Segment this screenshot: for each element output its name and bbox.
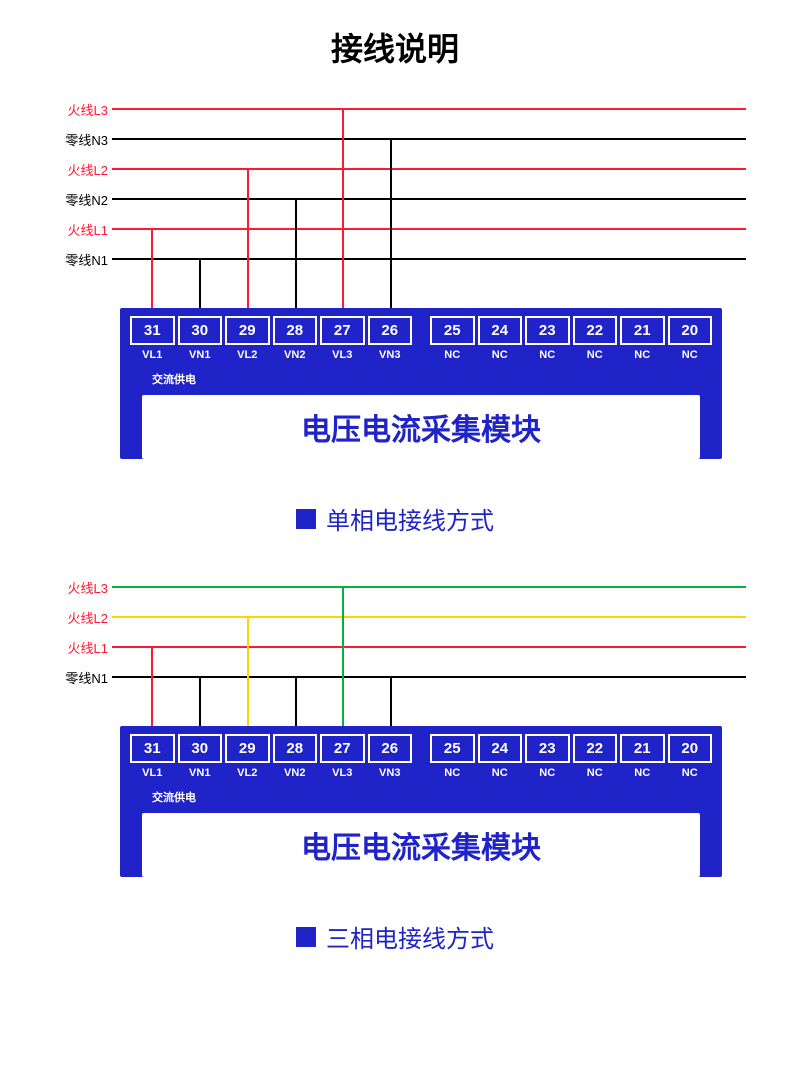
v-wire-5 xyxy=(390,138,392,316)
caption-square-icon xyxy=(296,509,316,529)
wire-label-5: 零线N1 xyxy=(0,250,108,269)
ac-power-label: 交流供电 xyxy=(120,367,722,395)
terminal-25: 25 xyxy=(430,734,475,763)
v-wire-2 xyxy=(247,616,249,734)
h-wire-0 xyxy=(112,108,746,110)
terminal-24: 24 xyxy=(478,734,523,763)
terminal-30: 30 xyxy=(178,734,223,763)
terminal-23: 23 xyxy=(525,316,570,345)
terminal-label-NC-10: NC xyxy=(620,349,665,361)
v-wire-0 xyxy=(151,646,153,734)
terminal-label-NC-9: NC xyxy=(573,767,618,779)
terminal-row-1: 313029282726 252423222120 xyxy=(120,308,722,349)
terminal-labels-1: VL1VN1VL2VN2VL3VN3NCNCNCNCNCNC xyxy=(120,349,722,367)
terminal-31: 31 xyxy=(130,734,175,763)
terminal-29: 29 xyxy=(225,316,270,345)
terminal-label-NC-10: NC xyxy=(620,767,665,779)
ac-power-label: 交流供电 xyxy=(120,785,722,813)
terminal-22: 22 xyxy=(573,316,618,345)
caption-text-2: 三相电接线方式 xyxy=(326,919,494,954)
h-wire-2 xyxy=(112,168,746,170)
terminal-label-NC-8: NC xyxy=(525,767,570,779)
h-wire-0 xyxy=(112,586,746,588)
terminal-label-VN3-5: VN3 xyxy=(368,767,413,779)
terminal-label-VL1-0: VL1 xyxy=(130,349,175,361)
page-title: 接线说明 xyxy=(0,0,790,98)
wire-area-2: 火线L3 火线L2 火线L1 零线N1 xyxy=(0,576,790,726)
terminal-row-2: 313029282726 252423222120 xyxy=(120,726,722,767)
caption-1: 单相电接线方式 xyxy=(0,477,790,576)
terminal-label-VL2-2: VL2 xyxy=(225,349,270,361)
terminal-label-VN3-5: VN3 xyxy=(368,349,413,361)
module-name-2: 电压电流采集模块 xyxy=(142,813,700,877)
terminal-28: 28 xyxy=(273,734,318,763)
terminal-22: 22 xyxy=(573,734,618,763)
terminal-label-NC-7: NC xyxy=(478,349,523,361)
wire-label-3: 零线N2 xyxy=(0,190,108,209)
v-wire-4 xyxy=(342,586,344,734)
terminal-26: 26 xyxy=(368,316,413,345)
terminal-label-NC-6: NC xyxy=(430,349,475,361)
terminal-26: 26 xyxy=(368,734,413,763)
terminal-31: 31 xyxy=(130,316,175,345)
terminal-25: 25 xyxy=(430,316,475,345)
terminal-label-VN2-3: VN2 xyxy=(273,349,318,361)
h-wire-3 xyxy=(112,198,746,200)
terminal-29: 29 xyxy=(225,734,270,763)
terminal-20: 20 xyxy=(668,734,713,763)
terminal-label-NC-8: NC xyxy=(525,349,570,361)
caption-text-1: 单相电接线方式 xyxy=(326,501,494,536)
h-wire-1 xyxy=(112,616,746,618)
terminal-label-VN2-3: VN2 xyxy=(273,767,318,779)
terminal-28: 28 xyxy=(273,316,318,345)
module-2: 313029282726 252423222120 VL1VN1VL2VN2VL3… xyxy=(120,726,722,877)
module-name-1: 电压电流采集模块 xyxy=(142,395,700,459)
wire-label-3: 零线N1 xyxy=(0,668,108,687)
terminal-label-NC-11: NC xyxy=(668,767,713,779)
v-wire-2 xyxy=(247,168,249,316)
h-wire-2 xyxy=(112,646,746,648)
terminal-21: 21 xyxy=(620,316,665,345)
v-wire-3 xyxy=(295,198,297,316)
terminal-21: 21 xyxy=(620,734,665,763)
terminal-label-VL3-4: VL3 xyxy=(320,767,365,779)
terminal-27: 27 xyxy=(320,734,365,763)
h-wire-3 xyxy=(112,676,746,678)
terminal-label-VL2-2: VL2 xyxy=(225,767,270,779)
terminal-label-VN1-1: VN1 xyxy=(178,767,223,779)
wire-label-1: 零线N3 xyxy=(0,130,108,149)
terminal-label-NC-6: NC xyxy=(430,767,475,779)
h-wire-5 xyxy=(112,258,746,260)
terminal-20: 20 xyxy=(668,316,713,345)
terminal-label-VL1-0: VL1 xyxy=(130,767,175,779)
wire-label-2: 火线L2 xyxy=(0,160,108,179)
wire-label-4: 火线L1 xyxy=(0,220,108,239)
terminal-labels-2: VL1VN1VL2VN2VL3VN3NCNCNCNCNCNC xyxy=(120,767,722,785)
caption-2: 三相电接线方式 xyxy=(0,895,790,994)
wire-label-0: 火线L3 xyxy=(0,578,108,597)
wire-label-0: 火线L3 xyxy=(0,100,108,119)
terminal-label-NC-7: NC xyxy=(478,767,523,779)
wire-label-2: 火线L1 xyxy=(0,638,108,657)
page: 接线说明 火线L3零线N3火线L2零线N2火线L1零线N1 3130292827… xyxy=(0,0,790,994)
v-wire-0 xyxy=(151,228,153,316)
terminal-27: 27 xyxy=(320,316,365,345)
terminal-label-VL3-4: VL3 xyxy=(320,349,365,361)
terminal-23: 23 xyxy=(525,734,570,763)
diagram-three-phase: 火线L3 火线L2 火线L1 零线N1 313029282726 25242322212… xyxy=(0,576,790,994)
caption-square-icon xyxy=(296,927,316,947)
terminal-label-NC-11: NC xyxy=(668,349,713,361)
terminal-label-VN1-1: VN1 xyxy=(178,349,223,361)
terminal-30: 30 xyxy=(178,316,223,345)
h-wire-1 xyxy=(112,138,746,140)
v-wire-4 xyxy=(342,108,344,316)
terminal-label-NC-9: NC xyxy=(573,349,618,361)
diagram-single-phase: 火线L3零线N3火线L2零线N2火线L1零线N1 313029282726252… xyxy=(0,98,790,576)
terminal-24: 24 xyxy=(478,316,523,345)
wire-label-1: 火线L2 xyxy=(0,608,108,627)
module-1: 313029282726 252423222120 VL1VN1VL2VN2VL3… xyxy=(120,308,722,459)
h-wire-4 xyxy=(112,228,746,230)
wire-area-1: 火线L3 零线N3 火线L2 零线N2 火线L1 零线N1 xyxy=(0,98,790,308)
